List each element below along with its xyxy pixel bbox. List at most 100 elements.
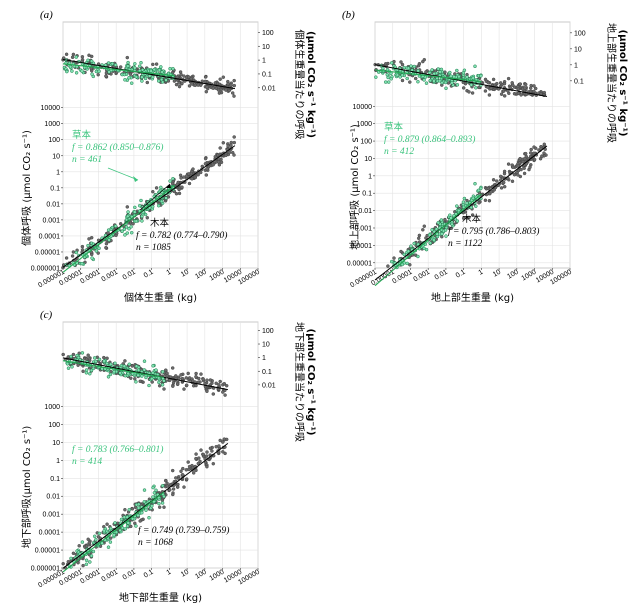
wood-point	[217, 163, 222, 167]
wood-point	[87, 540, 92, 545]
herb-specific-point	[432, 71, 436, 76]
herb-specific-point	[122, 364, 127, 368]
wood-point	[392, 256, 396, 260]
x-tick-label: 100	[506, 269, 520, 281]
wood-point	[528, 165, 532, 169]
x-tick-label: 1	[477, 269, 484, 277]
y-tick-label: 100	[48, 137, 60, 144]
herb-specific-point	[160, 370, 165, 374]
y-tick-label: 0.1	[50, 476, 60, 483]
wood-specific-point	[399, 60, 403, 64]
herb-point	[122, 227, 127, 232]
wood-specific-point	[194, 371, 198, 376]
x-tick-label: 0.0001	[391, 269, 413, 286]
herb-specific-fit-line	[374, 69, 482, 83]
y-tick-label: 1	[368, 173, 372, 180]
wood-specific-point	[408, 80, 412, 84]
herb-point	[455, 219, 460, 223]
wood-point	[512, 172, 517, 177]
wood-point	[424, 236, 428, 240]
herb-point	[91, 549, 96, 554]
herb-point	[102, 529, 106, 533]
wood-specific-point	[104, 74, 108, 78]
wood-fit-line	[374, 145, 548, 281]
y-tick-label: 10	[364, 156, 372, 163]
herb-specific-point	[102, 359, 106, 363]
y-tick-label: 0.01	[358, 208, 372, 215]
wood-point	[506, 162, 511, 166]
wood-point	[175, 485, 180, 489]
wood-specific-point	[162, 387, 166, 391]
wood-point	[529, 147, 533, 152]
panel-label: (b)	[342, 9, 355, 21]
wood-point	[81, 563, 85, 568]
wood-point	[221, 440, 225, 444]
herb-point	[133, 210, 137, 214]
wood-point	[230, 150, 235, 155]
wood-arrow-head	[166, 184, 171, 188]
herb-point	[118, 528, 122, 533]
herb-point	[113, 224, 118, 228]
wood-point	[184, 468, 189, 472]
herb-specific-point	[164, 78, 168, 82]
y2-tick-label: 0.1	[262, 369, 272, 376]
herb-specific-point	[144, 375, 148, 380]
herb-specific-point	[156, 79, 161, 83]
x-tick-label: 10	[180, 269, 190, 279]
wood-specific-point	[461, 86, 466, 90]
herb-specific-point	[90, 72, 94, 76]
y-tick-label: 1	[56, 458, 60, 465]
wood-point	[495, 179, 499, 183]
herb-specific-point	[455, 83, 460, 87]
herb-specific-point	[80, 69, 84, 73]
wood-point	[223, 451, 227, 456]
wood-point	[187, 181, 192, 186]
wood-n-value: n = 1122	[448, 239, 482, 249]
wood-point	[145, 215, 150, 220]
wood-point	[177, 191, 182, 196]
wood-point	[213, 154, 218, 159]
herb-point	[412, 241, 416, 246]
wood-specific-point	[96, 72, 100, 77]
herb-specific-point	[432, 79, 436, 83]
wood-specific-point	[516, 91, 521, 96]
herb-specific-point	[126, 64, 130, 68]
y-tick-label: 1000	[356, 121, 372, 128]
y-tick-label: 0.01	[46, 201, 60, 208]
herb-point	[126, 214, 130, 219]
y-tick-label: 1	[56, 169, 60, 176]
wood-point	[519, 167, 523, 172]
wood-point	[218, 146, 222, 150]
wood-specific-point	[211, 392, 216, 396]
wood-point	[71, 551, 76, 556]
herb-point	[106, 545, 111, 549]
herb-specific-point	[88, 371, 92, 376]
wood-n-value: n = 1068	[138, 538, 173, 548]
x-tick-label: 0.01	[122, 269, 137, 282]
wood-specific-point	[199, 372, 203, 376]
x-tick-label: 10	[492, 269, 502, 279]
herb-point	[147, 515, 151, 520]
herb-specific-point	[147, 383, 151, 388]
herb-specific-point	[412, 64, 416, 69]
herb-point	[94, 537, 98, 542]
x-tick-label: 1	[165, 569, 172, 577]
wood-point	[196, 172, 200, 177]
wood-specific-point	[163, 368, 168, 372]
wood-specific-point	[205, 389, 209, 394]
wood-specific-point	[70, 55, 75, 60]
wood-point	[542, 151, 546, 155]
wood-specific-point	[175, 382, 180, 386]
wood-point	[187, 464, 192, 469]
herb-specific-point	[108, 362, 113, 367]
wood-f-value: f = 0.749 (0.739–0.759)	[138, 525, 229, 536]
herb-point	[124, 225, 129, 229]
wood-specific-point	[511, 83, 515, 88]
wood-specific-point	[528, 86, 533, 90]
wood-specific-point	[133, 377, 137, 381]
herb-specific-point	[66, 366, 71, 370]
wood-point	[408, 263, 412, 267]
herb-specific-point	[84, 368, 89, 372]
herb-point	[422, 246, 426, 251]
wood-point	[461, 216, 466, 221]
